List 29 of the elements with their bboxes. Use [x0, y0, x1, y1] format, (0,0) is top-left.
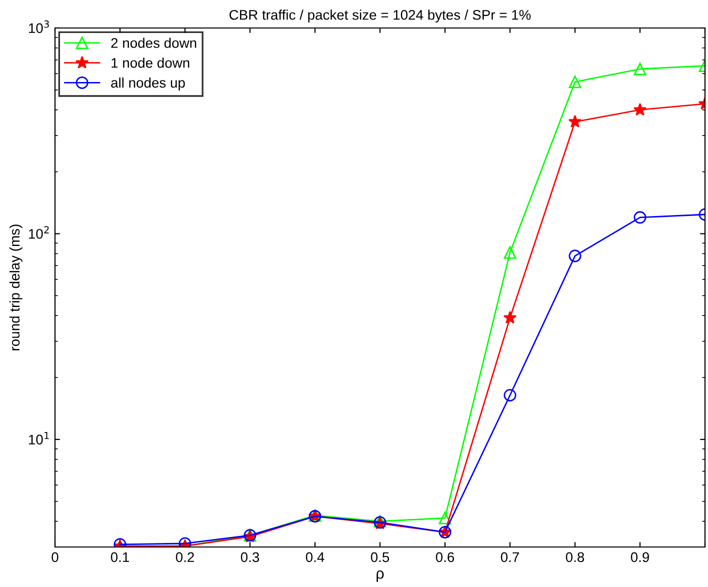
legend-label: all nodes up — [111, 78, 185, 90]
point — [568, 76, 582, 88]
y-tick-label: 10$^{3}$ — [28, 20, 49, 34]
x-tick-label: 0 — [52, 552, 58, 562]
point — [438, 512, 452, 524]
point — [503, 310, 517, 324]
x-tick-label: 0.3 — [240, 552, 260, 562]
point — [568, 114, 582, 128]
point — [634, 211, 646, 224]
x-tick-label: 0.7 — [500, 552, 519, 562]
point — [504, 388, 516, 402]
point — [633, 102, 647, 116]
x-tick-label: 0.4 — [306, 552, 324, 562]
y-tick-label: 10$^{2}$ — [28, 226, 49, 239]
x-tick-label: 0.9 — [630, 552, 649, 562]
legend-label: 2 nodes down — [111, 38, 196, 48]
x-tick-label: 0.5 — [370, 552, 390, 562]
legend-label: 1 node down — [112, 58, 190, 68]
x-tick-label: 0.8 — [566, 552, 584, 562]
x-tick-label: 0.1 — [110, 552, 129, 562]
point — [504, 246, 516, 259]
chart-title: CBR traffic / packet size = 1024 bytes / SPr = 1% — [230, 10, 531, 23]
y-axis-title: round trip delay (ms) — [9, 224, 22, 350]
point — [568, 250, 582, 262]
y-tick-label: 10$^{1}$ — [28, 432, 49, 445]
x-axis-title: ρ — [376, 570, 384, 582]
point — [634, 62, 646, 76]
x-tick-label: 0.6 — [436, 552, 454, 562]
x-tick-label: 0.2 — [176, 552, 194, 562]
